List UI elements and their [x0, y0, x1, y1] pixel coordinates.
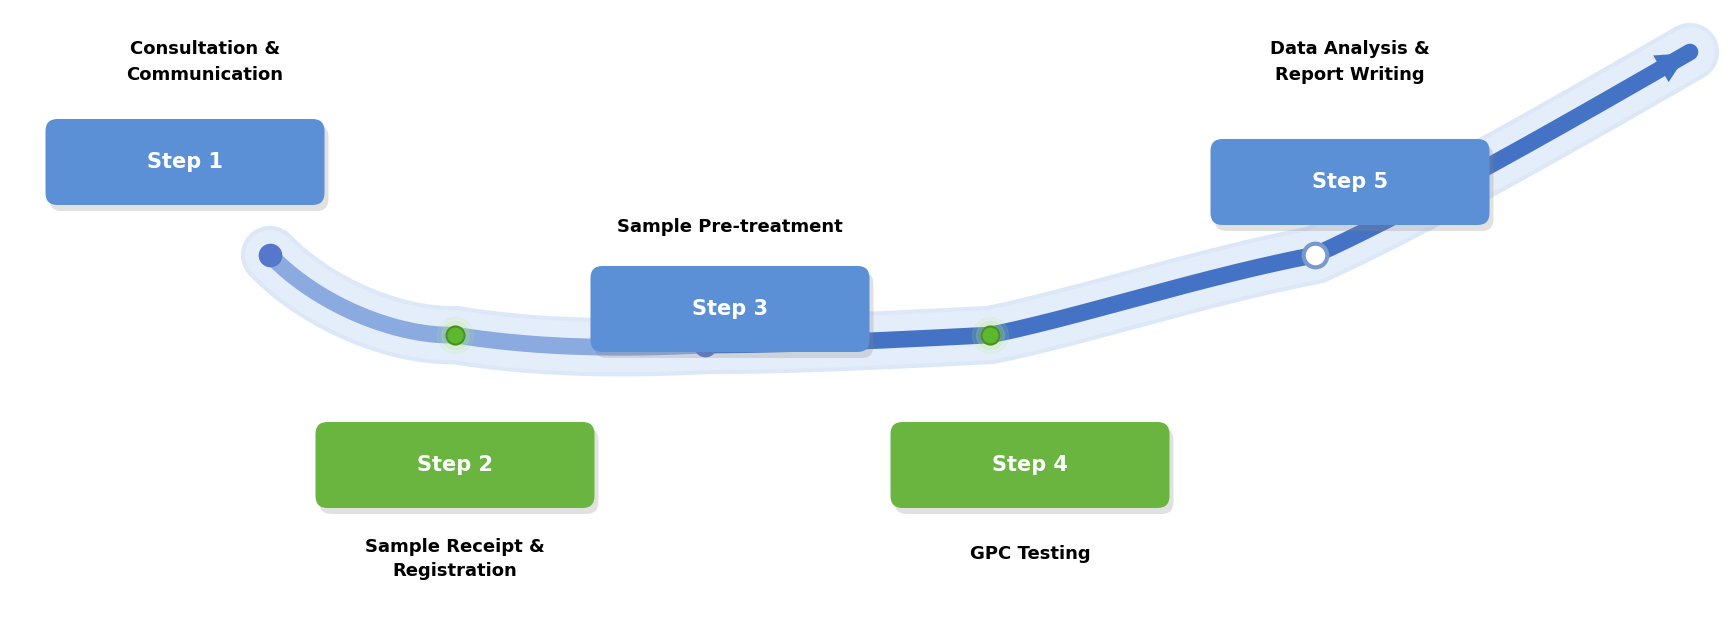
- Text: Data Analysis &
Report Writing: Data Analysis & Report Writing: [1270, 41, 1431, 83]
- FancyBboxPatch shape: [894, 428, 1173, 514]
- Text: Step 5: Step 5: [1311, 172, 1387, 192]
- Text: Step 4: Step 4: [991, 455, 1067, 475]
- Text: Sample Receipt &
Registration: Sample Receipt & Registration: [365, 537, 545, 581]
- FancyBboxPatch shape: [45, 119, 325, 205]
- FancyBboxPatch shape: [1214, 145, 1493, 231]
- FancyBboxPatch shape: [50, 125, 329, 211]
- FancyBboxPatch shape: [891, 422, 1169, 508]
- FancyBboxPatch shape: [595, 272, 874, 358]
- FancyBboxPatch shape: [315, 422, 595, 508]
- Text: Sample Pre-treatment: Sample Pre-treatment: [618, 218, 843, 236]
- FancyBboxPatch shape: [590, 266, 870, 352]
- FancyBboxPatch shape: [320, 428, 599, 514]
- Text: Consultation &
Communication: Consultation & Communication: [126, 41, 284, 83]
- Text: Step 1: Step 1: [147, 152, 223, 172]
- Text: Step 3: Step 3: [692, 299, 768, 319]
- Text: Step 2: Step 2: [417, 455, 493, 475]
- Text: GPC Testing: GPC Testing: [971, 545, 1090, 563]
- FancyBboxPatch shape: [1211, 139, 1490, 225]
